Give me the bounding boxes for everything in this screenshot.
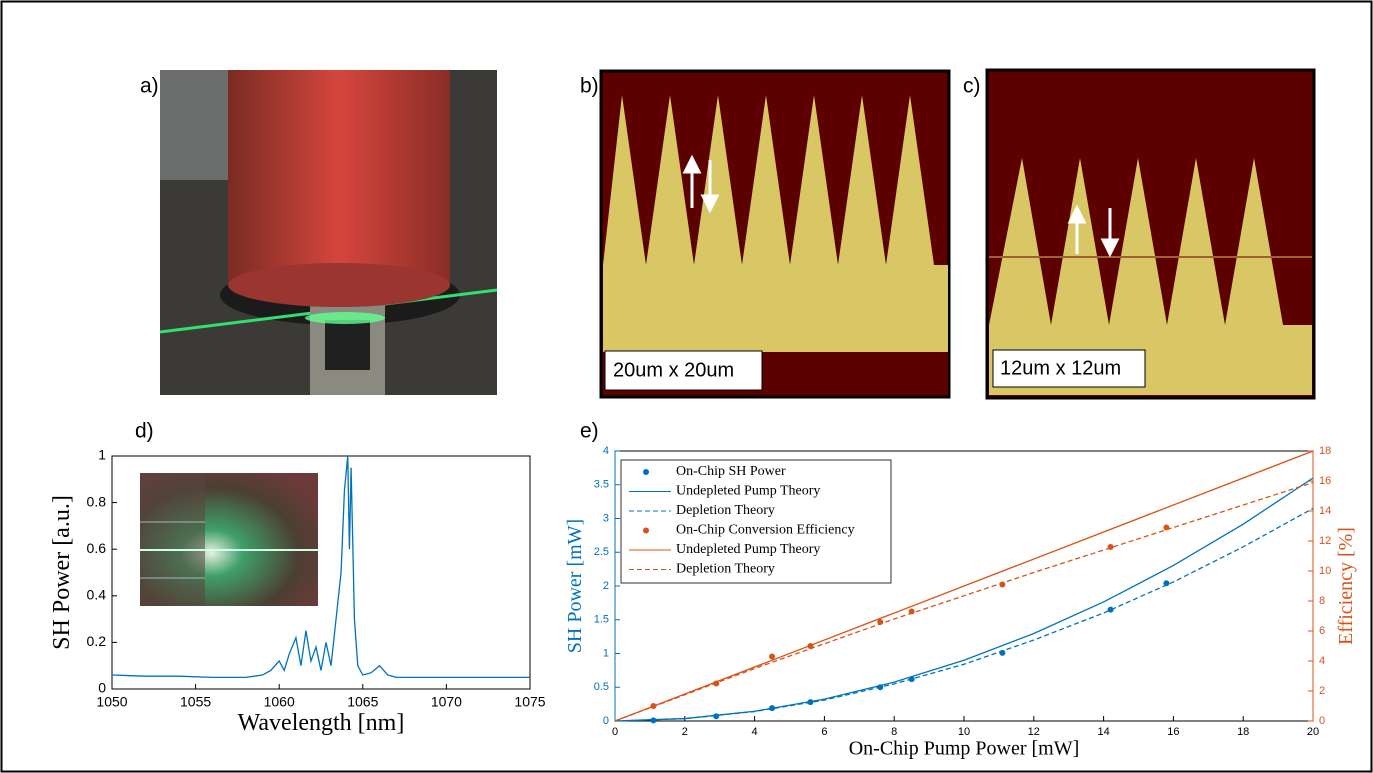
y2-tick-label: 10 (1319, 565, 1331, 577)
data-point (769, 653, 776, 660)
domain-arrows (682, 154, 1120, 258)
y2-axis-label: Efficiency [%] (1335, 527, 1357, 645)
y-tick-label: 0.4 (87, 587, 107, 603)
spectrum-inset-photo (140, 473, 318, 606)
x-tick-label: 2 (682, 726, 688, 738)
x-tick-label: 1070 (431, 694, 462, 710)
x-tick-label: 20 (1307, 726, 1319, 738)
x-tick-label: 4 (752, 726, 758, 738)
y-tick-label: 1 (603, 647, 609, 659)
data-point (650, 717, 657, 724)
y2-tick-label: 8 (1319, 595, 1325, 607)
y-tick-label: 2 (603, 580, 609, 592)
y-tick-label: 3.5 (594, 479, 609, 491)
y-axis-label: SH Power [mW] (564, 519, 586, 653)
legend-label: Depletion Theory (676, 503, 775, 518)
x-tick-label: 18 (1237, 726, 1249, 738)
x-tick-label: 16 (1167, 726, 1179, 738)
y-tick-label: 3 (603, 512, 609, 524)
x-tick-label: 8 (891, 726, 897, 738)
x-axis-label: On-Chip Pump Power [mW] (849, 738, 1080, 760)
y2-tick-label: 6 (1319, 625, 1325, 637)
y-tick-label: 4 (603, 445, 609, 457)
domain-image-c (985, 68, 1316, 400)
legend-label: On-Chip SH Power (676, 464, 786, 479)
panel-label: a) (140, 75, 159, 98)
y2-tick-label: 18 (1319, 445, 1331, 457)
x-tick-label: 1050 (96, 694, 127, 710)
photo-objective (159, 70, 498, 395)
y-tick-label: 2.5 (594, 546, 609, 558)
x-tick-label: 12 (1028, 726, 1040, 738)
x-tick-label: 1075 (514, 694, 545, 710)
x-axis-label: Wavelength [nm] (238, 710, 405, 736)
y-tick-label: 0 (98, 680, 106, 696)
x-tick-label: 10 (958, 726, 970, 738)
y-axis-label: SH Power [a.u.] (49, 495, 75, 650)
x-tick-label: 1055 (180, 694, 211, 710)
data-line (614, 507, 1314, 722)
x-tick-label: 0 (612, 726, 618, 738)
x-tick-label: 6 (821, 726, 827, 738)
y-tick-label: 0.6 (87, 540, 107, 556)
data-point (1107, 606, 1114, 613)
data-line (111, 455, 530, 678)
x-tick-label: 1060 (264, 694, 295, 710)
data-point (908, 608, 915, 615)
panel-label: b) (580, 75, 599, 98)
x-tick-label: 14 (1097, 726, 1109, 738)
x-tick-label: 1065 (347, 694, 378, 710)
data-point (1163, 580, 1170, 587)
y-tick-label: 0.5 (594, 681, 609, 693)
panel-label: c) (963, 75, 981, 98)
legend-label: Depletion Theory (676, 562, 775, 577)
data-line (614, 481, 1314, 722)
y2-tick-label: 16 (1319, 475, 1331, 487)
y2-tick-label: 12 (1319, 535, 1331, 547)
y-tick-label: 0 (603, 715, 609, 727)
y2-tick-label: 0 (1319, 715, 1325, 727)
domain-image-b (599, 69, 951, 399)
y-tick-label: 1.5 (594, 614, 609, 626)
legend-marker (643, 469, 649, 475)
scale-caption: 12um x 12um (1000, 357, 1121, 379)
legend-label: Undepleted Pump Theory (676, 542, 820, 557)
y2-tick-label: 4 (1319, 655, 1325, 667)
y-tick-label: 0.2 (87, 633, 107, 649)
y-tick-label: 0.8 (87, 493, 107, 509)
scale-caption: 20um x 20um (613, 359, 734, 381)
legend-marker (643, 527, 649, 534)
y2-tick-label: 14 (1319, 505, 1331, 517)
legend-label: Undepleted Pump Theory (676, 484, 820, 499)
data-line (614, 450, 1314, 722)
legend-label: On-Chip Conversion Efficiency (676, 523, 855, 538)
legend-box (620, 459, 892, 584)
y-tick-label: 1 (98, 447, 106, 463)
panel-label: e) (580, 420, 599, 443)
panel-label: d) (135, 420, 154, 443)
y2-tick-label: 2 (1319, 685, 1325, 697)
